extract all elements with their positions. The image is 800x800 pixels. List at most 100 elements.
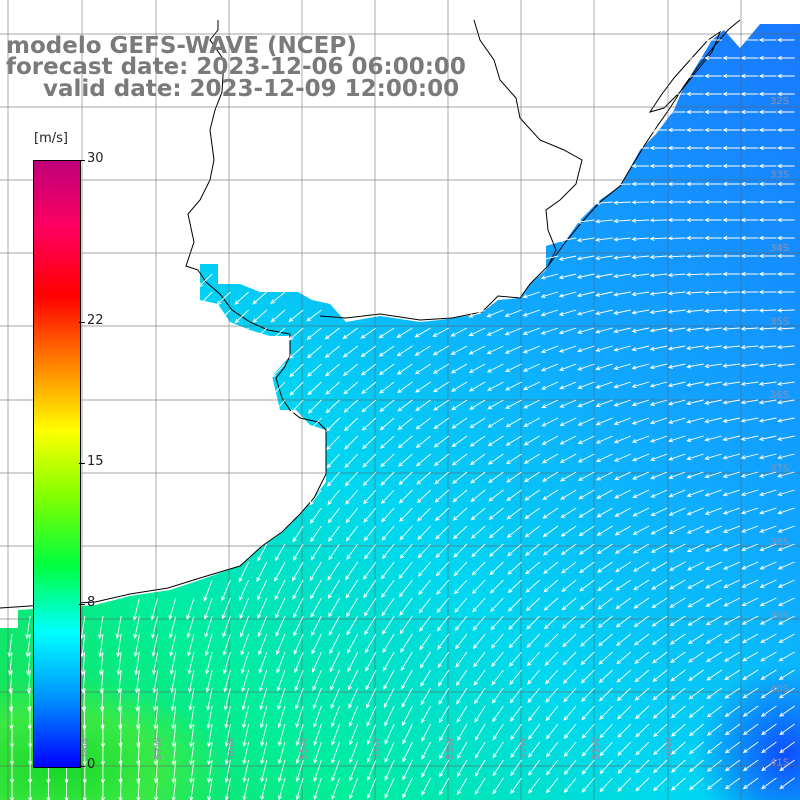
- wind-arrow: [722, 217, 740, 223]
- wind-arrow: [758, 127, 777, 133]
- wind-arrow: [615, 633, 632, 646]
- wind-arrow: [741, 579, 759, 588]
- wind-arrow: [649, 163, 668, 169]
- wind-arrow: [545, 777, 559, 794]
- wind-arrow: [438, 705, 450, 724]
- wind-arrow: [439, 741, 450, 760]
- wind-arrow: [686, 327, 704, 332]
- wind-arrow: [134, 651, 140, 676]
- wind-arrow: [758, 345, 777, 350]
- wind-arrow: [527, 687, 541, 704]
- wind-arrow: [289, 381, 304, 396]
- wind-arrow: [759, 597, 777, 607]
- wind-arrow: [439, 777, 450, 796]
- wind-arrow: [206, 741, 213, 766]
- wind-arrow: [242, 705, 250, 729]
- wind-arrow: [704, 507, 722, 515]
- wind-arrow: [118, 777, 123, 800]
- wind-arrow: [438, 669, 450, 687]
- wind-arrow: [116, 633, 122, 658]
- wind-arrow: [169, 651, 177, 675]
- wind-arrow: [742, 759, 759, 772]
- wind-arrow: [723, 579, 741, 588]
- wind-arrow: [306, 309, 322, 322]
- wind-arrow: [402, 705, 413, 727]
- longitude-label: 55W: [299, 737, 310, 760]
- wind-arrow: [450, 327, 468, 337]
- wind-arrow: [380, 453, 395, 468]
- wind-arrow: [417, 525, 431, 541]
- wind-arrow: [705, 615, 723, 626]
- wind-arrow: [384, 705, 395, 727]
- wind-arrow: [777, 235, 795, 241]
- wind-arrow: [740, 417, 759, 423]
- wind-arrow: [204, 615, 213, 638]
- wind-arrow: [328, 597, 340, 618]
- wind-arrow: [509, 705, 522, 722]
- wind-arrow: [312, 687, 322, 710]
- wind-arrow: [631, 309, 650, 315]
- wind-arrow: [777, 181, 795, 187]
- wind-arrow: [651, 615, 668, 627]
- wind-arrow: [704, 308, 722, 314]
- wind-arrow: [469, 399, 486, 410]
- wind-arrow: [470, 507, 486, 521]
- wind-arrow: [686, 127, 704, 133]
- wind-arrow: [294, 651, 304, 674]
- wind-arrow: [206, 705, 213, 730]
- wind-arrow: [561, 615, 577, 629]
- wind-arrow: [378, 345, 395, 357]
- wind-arrow: [508, 615, 522, 630]
- wind-arrow: [150, 597, 159, 621]
- wind-arrow: [669, 597, 686, 608]
- wind-arrow: [758, 399, 777, 405]
- wind-arrow: [545, 705, 559, 722]
- wind-arrow: [545, 741, 559, 758]
- wind-arrow: [742, 669, 759, 680]
- wind-arrow: [633, 561, 650, 572]
- wind-arrow: [222, 633, 231, 656]
- wind-arrow: [488, 507, 504, 520]
- wind-arrow: [742, 687, 759, 699]
- latitude-label: 40S: [770, 684, 789, 695]
- wind-arrow: [544, 615, 559, 630]
- forecast-date: forecast date: 2023-12-06 06:00:00: [6, 54, 466, 80]
- wind-arrow: [777, 271, 795, 277]
- wind-arrow: [631, 236, 650, 242]
- wind-arrow: [740, 489, 759, 497]
- wind-arrow: [667, 272, 686, 278]
- wind-arrow: [488, 471, 504, 484]
- wind-arrow: [399, 543, 413, 559]
- wind-arrow: [432, 327, 450, 337]
- wind-arrow: [740, 163, 759, 169]
- wind-arrow: [450, 345, 468, 355]
- wind-arrow: [706, 669, 723, 681]
- wind-arrow: [474, 687, 486, 705]
- wind-arrow: [617, 741, 632, 756]
- wind-arrow: [455, 651, 468, 668]
- wind-arrow: [382, 615, 395, 635]
- wind-arrow: [456, 705, 468, 723]
- wind-arrow: [558, 255, 577, 261]
- wind-arrow: [558, 309, 577, 316]
- wind-arrow: [635, 759, 650, 774]
- wind-arrow: [563, 705, 577, 721]
- wind-arrow: [421, 723, 431, 742]
- wind-arrow: [577, 345, 595, 353]
- wind-arrow: [723, 561, 741, 570]
- wind-arrow: [240, 651, 250, 674]
- wind-arrow: [540, 309, 559, 317]
- wind-arrow: [540, 345, 559, 353]
- wind-arrow: [686, 235, 704, 241]
- wind-arrow: [759, 561, 777, 570]
- wind-arrow: [453, 525, 468, 540]
- wind-arrow: [361, 417, 377, 431]
- wind-arrow: [187, 651, 195, 675]
- wind-arrow: [667, 181, 686, 187]
- wind-arrow: [776, 417, 795, 423]
- wind-arrow: [275, 543, 286, 562]
- wind-arrow: [260, 759, 268, 783]
- wind-arrow: [64, 778, 69, 800]
- wind-arrow: [276, 669, 286, 692]
- wind-arrow: [613, 381, 631, 389]
